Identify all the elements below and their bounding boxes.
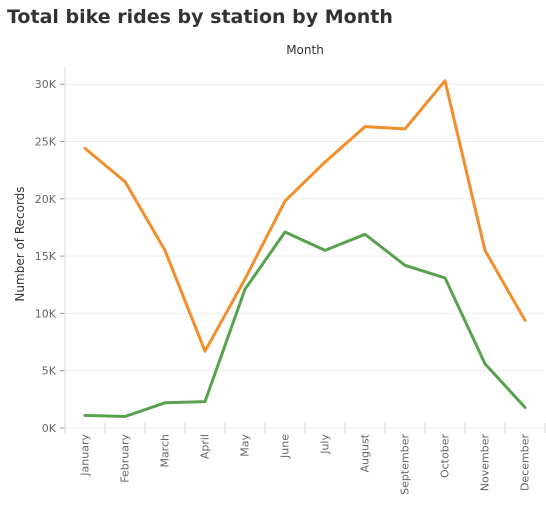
x-tick-label: August <box>359 433 372 472</box>
series-line-2[interactable] <box>83 230 527 418</box>
gridlines <box>65 83 545 429</box>
series-lines <box>83 79 527 418</box>
x-tick-label: January <box>79 434 92 477</box>
y-tick-label: 20K <box>35 193 57 206</box>
chart-title: Total bike rides by station by Month <box>7 6 393 28</box>
x-tick-label: April <box>199 434 212 459</box>
x-tick-label: May <box>239 434 252 457</box>
x-tick-label: September <box>399 434 412 495</box>
x-tick-label: November <box>479 434 492 492</box>
x-tick-label: February <box>119 434 132 483</box>
x-tick-label: June <box>279 434 292 459</box>
x-tick-label: March <box>159 434 172 468</box>
y-tick-label: 15K <box>35 250 57 263</box>
series-line-1[interactable] <box>83 79 527 353</box>
x-tick-label: October <box>439 434 452 478</box>
y-tick-label: 10K <box>35 307 57 320</box>
y-tick-label: 0K <box>42 422 57 435</box>
column-header: Month <box>286 43 324 57</box>
axes: 0K 5K 10K 15K 20K 25K 30K January February March A… <box>35 67 546 495</box>
x-tick-label: December <box>519 434 532 492</box>
y-tick-label: 5K <box>42 365 57 378</box>
y-tick-label: 25K <box>35 135 57 148</box>
y-axis-label: Number of Records <box>13 186 27 301</box>
x-tick-label: July <box>319 434 332 455</box>
y-tick-label: 30K <box>35 78 57 91</box>
